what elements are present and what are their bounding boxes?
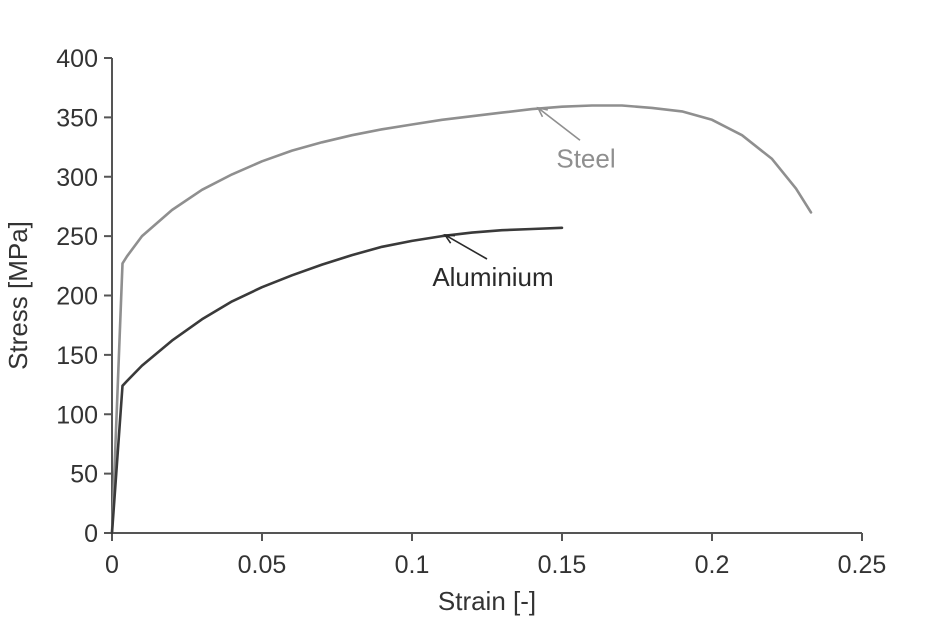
y-tick-label: 250: [56, 223, 98, 251]
series-line-aluminium: [110, 226, 564, 535]
x-tick-label: 0.15: [538, 551, 587, 579]
annotation-arrowhead-steel: [536, 106, 548, 118]
y-axis-title: Stress [MPa]: [3, 221, 33, 370]
y-tick-label: 300: [56, 164, 98, 192]
y-tick-label: 50: [70, 461, 98, 489]
series-layer: [110, 104, 813, 535]
x-tick-label: 0.2: [695, 551, 730, 579]
y-tick-label: 200: [56, 283, 98, 311]
annotation-arrow-aluminium: [444, 234, 488, 260]
x-ticks: 0 0.05 0.1 0.15 0.2 0.25: [105, 533, 886, 579]
series-line-steel: [110, 104, 813, 535]
x-tick-label: 0: [105, 551, 119, 579]
annotations: Steel Aluminium: [432, 106, 616, 292]
axes: [111, 58, 862, 534]
y-tick-label: 350: [56, 104, 98, 132]
y-tick-label: 0: [84, 520, 98, 548]
x-tick-label: 0.25: [838, 551, 887, 579]
x-axis-title: Strain [-]: [438, 586, 536, 616]
annotation-label-aluminium: Aluminium: [432, 262, 553, 292]
annotation-arrow-steel: [537, 107, 581, 141]
y-ticks: 0 50 100 150 200 250 300 350 400: [56, 45, 112, 548]
x-tick-label: 0.1: [395, 551, 430, 579]
y-tick-label: 150: [56, 342, 98, 370]
x-tick-label: 0.05: [238, 551, 287, 579]
annotation-arrowhead-aluminium: [443, 234, 456, 244]
annotation-label-steel: Steel: [556, 143, 615, 173]
y-tick-label: 400: [56, 45, 98, 73]
y-tick-label: 100: [56, 401, 98, 429]
